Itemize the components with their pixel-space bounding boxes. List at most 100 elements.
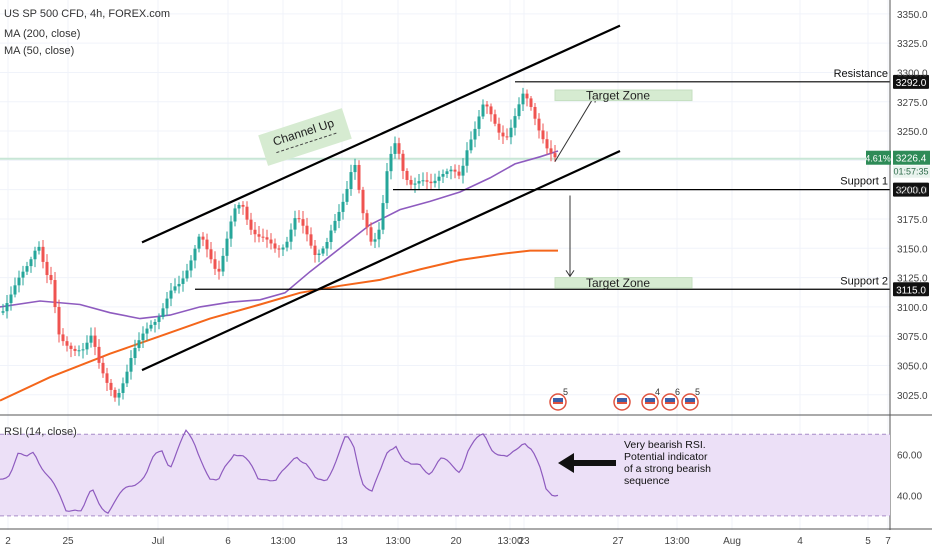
candle-body <box>181 278 185 284</box>
candle-body <box>193 248 197 261</box>
candle-body <box>401 153 405 171</box>
candle-body <box>429 181 433 184</box>
candle-body <box>349 172 353 189</box>
candle-body <box>141 333 145 341</box>
candle-body <box>421 180 425 182</box>
rsi-annotation-line: Potential indicator <box>624 451 708 463</box>
candle-body <box>125 371 129 384</box>
candle-body <box>45 261 49 276</box>
candle-body <box>313 245 317 255</box>
candle-body <box>413 183 417 185</box>
event-flag-icon-stripe <box>553 402 563 404</box>
level-tag-bg <box>893 74 929 89</box>
event-flag-icon-stripe <box>617 402 627 404</box>
candle-body <box>297 218 301 220</box>
candle-body <box>509 127 513 138</box>
candle-body <box>93 335 97 347</box>
candle-body <box>377 229 381 240</box>
candle-body <box>97 346 101 363</box>
candle-body <box>537 118 541 131</box>
price-tick-label: 3150.0 <box>897 244 928 255</box>
candle-body <box>513 116 517 128</box>
candle-body <box>41 246 45 262</box>
price-tick-label: 3075.0 <box>897 332 928 343</box>
level-tag-bg <box>893 282 929 297</box>
candle-body <box>261 236 265 238</box>
price-tick-label: 3100.0 <box>897 303 928 314</box>
candle-body <box>85 342 89 350</box>
candle-body <box>437 176 441 181</box>
candle-body <box>113 389 117 398</box>
price-tick-label: 3125.0 <box>897 274 928 285</box>
candle-body <box>461 165 465 176</box>
candle-body <box>157 316 161 322</box>
rsi-tick-label: 40.00 <box>897 491 922 502</box>
level-tag-text: 3200.0 <box>896 186 927 197</box>
candle-body <box>361 189 365 214</box>
price-tick-label: 3300.0 <box>897 68 928 79</box>
candle-body <box>529 98 533 107</box>
rsi-arrow <box>558 453 616 473</box>
candle-body <box>197 236 201 249</box>
candle-body <box>9 294 13 304</box>
rsi-annotation-line: of a strong bearish <box>624 463 711 475</box>
candle-body <box>17 277 21 286</box>
candle-body <box>341 201 345 212</box>
candle-body <box>149 324 153 329</box>
target-zone-label: Target Zone <box>586 276 650 290</box>
candle-body <box>269 239 273 244</box>
candle-body <box>485 104 489 107</box>
candle-body <box>289 229 293 242</box>
current-price-tag-bg <box>893 150 930 165</box>
candle-body <box>237 204 241 209</box>
candle-body <box>81 349 85 351</box>
candle-body <box>453 169 457 172</box>
candle-body <box>29 259 33 267</box>
price-tick-label: 3025.0 <box>897 391 928 402</box>
candle-body <box>173 286 177 291</box>
channel-upper-line <box>141 24 621 244</box>
candle-body <box>225 238 229 256</box>
time-tick-label: 6 <box>225 536 231 547</box>
candle-body <box>325 241 329 249</box>
up-arrow-line <box>554 93 597 162</box>
candle-body <box>501 132 505 137</box>
event-count: 6 <box>675 387 680 397</box>
candle-body <box>89 335 93 343</box>
candle-body <box>281 247 285 250</box>
candle-body <box>493 114 497 124</box>
event-flag-icon-stripe <box>685 402 695 404</box>
countdown-bg <box>893 165 930 178</box>
candle-body <box>169 290 173 299</box>
candle-body <box>241 204 245 207</box>
candle-body <box>185 270 189 279</box>
candle-body <box>353 164 357 173</box>
time-tick-label: Jul <box>152 536 165 547</box>
candle-body <box>201 236 205 240</box>
candle-body <box>321 248 325 254</box>
candle-body <box>105 373 109 383</box>
symbol-title: US SP 500 CFD, 4h, FOREX.com <box>4 8 171 20</box>
rsi-annotation-line: sequence <box>624 475 670 487</box>
candle-body <box>381 203 385 230</box>
candle-body <box>333 220 337 231</box>
candle-body <box>25 266 29 272</box>
candle-body <box>245 206 249 220</box>
candle-body <box>53 280 57 308</box>
rsi-band <box>0 434 890 516</box>
candle-body <box>145 328 149 334</box>
event-count: 4 <box>655 387 660 397</box>
candle-body <box>213 259 217 269</box>
candle-body <box>357 164 361 190</box>
candle-body <box>13 285 17 295</box>
candle-body <box>153 321 157 325</box>
candle-body <box>69 345 73 349</box>
ma200-legend: MA (200, close) <box>4 28 81 40</box>
candle-body <box>441 174 445 177</box>
candle-body <box>109 382 113 390</box>
event-flag-icon-fill <box>665 398 675 404</box>
candle-body <box>121 383 125 393</box>
candle-body <box>49 275 53 281</box>
candle-body <box>265 237 269 240</box>
